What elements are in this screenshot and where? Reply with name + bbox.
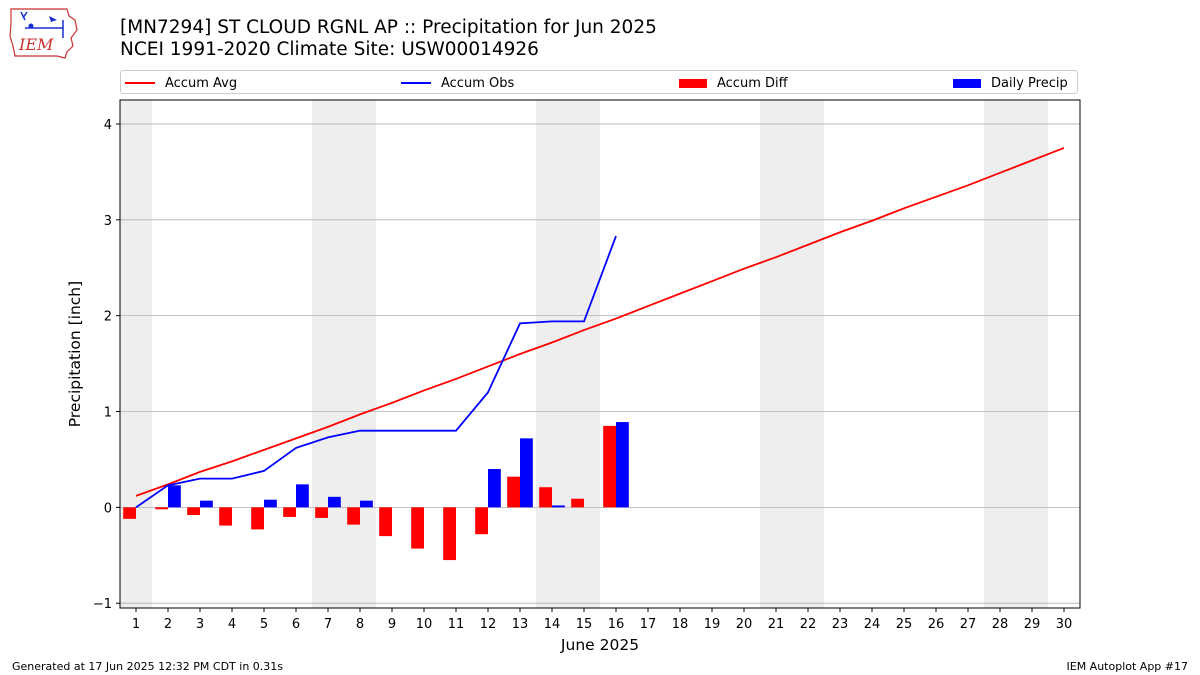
y-tick-label-0: 0: [104, 501, 112, 516]
x-tick-label-1: 1: [132, 617, 140, 632]
accum-diff-bar-15: [571, 498, 584, 508]
legend-label-accum-avg: Accum Avg: [165, 75, 238, 91]
daily-precip-bar-7: [328, 496, 341, 508]
accum-diff-bar-14: [539, 487, 552, 508]
x-tick-label-11: 11: [448, 617, 465, 632]
x-axis-label: June 2025: [560, 636, 639, 654]
legend-label-accum-diff: Accum Diff: [717, 75, 788, 91]
legend-label-daily-precip: Daily Precip: [991, 75, 1068, 91]
weekend-bands: [120, 100, 1048, 608]
accum-diff-bar-11: [443, 507, 456, 561]
x-tick-label-7: 7: [324, 617, 332, 632]
accum-diff-bar-1: [123, 507, 136, 519]
x-tick-label-18: 18: [672, 617, 689, 632]
chart-subtitle: NCEI 1991-2020 Climate Site: USW00014926: [120, 39, 539, 60]
x-tick-label-19: 19: [704, 617, 721, 632]
accum-diff-bar-8: [347, 507, 360, 525]
y-tick-label-4: 4: [104, 118, 112, 133]
y-tick-label--1: −1: [93, 597, 112, 612]
footer-generated: Generated at 17 Jun 2025 12:32 PM CDT in…: [12, 660, 284, 673]
x-tick-label-16: 16: [608, 617, 625, 632]
accum-obs-line: [135, 235, 617, 509]
x-tick-label-30: 30: [1056, 617, 1073, 632]
x-tick-label-5: 5: [260, 617, 268, 632]
daily-precip-bar-13: [520, 438, 533, 508]
accum-diff-bar-3: [187, 507, 200, 516]
daily-precip-bar-12: [488, 469, 501, 508]
x-axis-ticks: 1 2 3 4 5 6 7 8 9 10 11 12 13 14 15 16 17 18 19 20 21 22 23 24 2…: [132, 608, 1072, 632]
weekend-band-0: [120, 100, 152, 608]
x-tick-label-24: 24: [864, 617, 881, 632]
accum-diff-bar-10: [411, 507, 424, 549]
daily-precip-bar-8: [360, 500, 373, 508]
accum-diff-bar-13: [507, 476, 520, 508]
accum-diff-bar-5: [251, 507, 264, 530]
x-tick-label-25: 25: [896, 617, 913, 632]
weekend-band-1: [312, 100, 376, 608]
legend-item-daily-precip: Daily Precip: [953, 74, 1068, 92]
accum-diff-bar-6: [283, 507, 296, 517]
x-tick-label-13: 13: [512, 617, 529, 632]
weekend-band-4: [984, 100, 1048, 608]
bar-series: [123, 422, 629, 561]
footer-app: IEM Autoplot App #17: [1066, 660, 1189, 673]
x-tick-label-4: 4: [228, 617, 236, 632]
line-series: [135, 147, 1065, 509]
accum-diff-bar-12: [475, 507, 488, 535]
accum-diff-bar-16: [603, 425, 616, 508]
legend-swatch-accum-diff: [679, 78, 707, 88]
y-tick-label-2: 2: [104, 310, 112, 325]
x-tick-label-27: 27: [960, 617, 977, 632]
accum-diff-bar-9: [379, 507, 392, 537]
accum-diff-bar-7: [315, 507, 328, 518]
chart-title: [MN7294] ST CLOUD RGNL AP :: Precipitati…: [120, 17, 657, 38]
legend-label-accum-obs: Accum Obs: [441, 75, 515, 91]
daily-precip-bar-6: [296, 484, 309, 508]
legend-item-accum-diff: Accum Diff: [679, 74, 788, 92]
x-tick-label-3: 3: [196, 617, 204, 632]
weekend-band-2: [536, 100, 600, 608]
daily-precip-bar-16: [616, 422, 629, 508]
plot-frame: [119, 99, 1081, 609]
weekend-band-3: [760, 100, 824, 608]
y-tick-label-3: 3: [104, 214, 112, 229]
legend-item-accum-avg: Accum Avg: [125, 74, 237, 92]
daily-precip-bar-3: [200, 500, 213, 508]
daily-precip-bar-2: [168, 485, 181, 508]
y-axis-ticks: −1 0 1 2 3 4: [93, 118, 120, 612]
chart-legend: Accum Avg Accum Obs Accum Diff Daily Pre…: [120, 70, 1078, 94]
daily-precip-bar-14: [552, 505, 565, 508]
x-tick-label-10: 10: [416, 617, 433, 632]
legend-item-accum-obs: Accum Obs: [401, 74, 514, 92]
legend-swatch-daily-precip: [953, 78, 981, 88]
x-tick-label-17: 17: [640, 617, 657, 632]
x-tick-label-12: 12: [480, 617, 497, 632]
legend-swatch-accum-avg: [125, 82, 155, 84]
x-tick-label-21: 21: [768, 617, 785, 632]
y-axis-label: Precipitation [inch]: [66, 281, 84, 427]
x-tick-label-26: 26: [928, 617, 945, 632]
x-tick-label-15: 15: [576, 617, 593, 632]
x-tick-label-6: 6: [292, 617, 300, 632]
accum-diff-bar-4: [219, 507, 232, 526]
iem-logo-text: IEM: [18, 35, 54, 54]
daily-precip-bar-5: [264, 499, 277, 508]
legend-swatch-accum-obs: [401, 82, 431, 84]
accum-diff-bar-2: [155, 507, 168, 510]
x-tick-label-22: 22: [800, 617, 817, 632]
y-gridlines: [120, 123, 1080, 604]
y-tick-label-1: 1: [104, 406, 112, 421]
x-tick-label-14: 14: [544, 617, 561, 632]
x-tick-label-29: 29: [1024, 617, 1041, 632]
iem-logo: IEM: [9, 8, 78, 59]
x-tick-label-23: 23: [832, 617, 849, 632]
accum-avg-line: [135, 147, 1065, 497]
x-tick-label-9: 9: [388, 617, 396, 632]
x-tick-label-20: 20: [736, 617, 753, 632]
x-tick-label-8: 8: [356, 617, 364, 632]
x-tick-label-2: 2: [164, 617, 172, 632]
x-tick-label-28: 28: [992, 617, 1009, 632]
